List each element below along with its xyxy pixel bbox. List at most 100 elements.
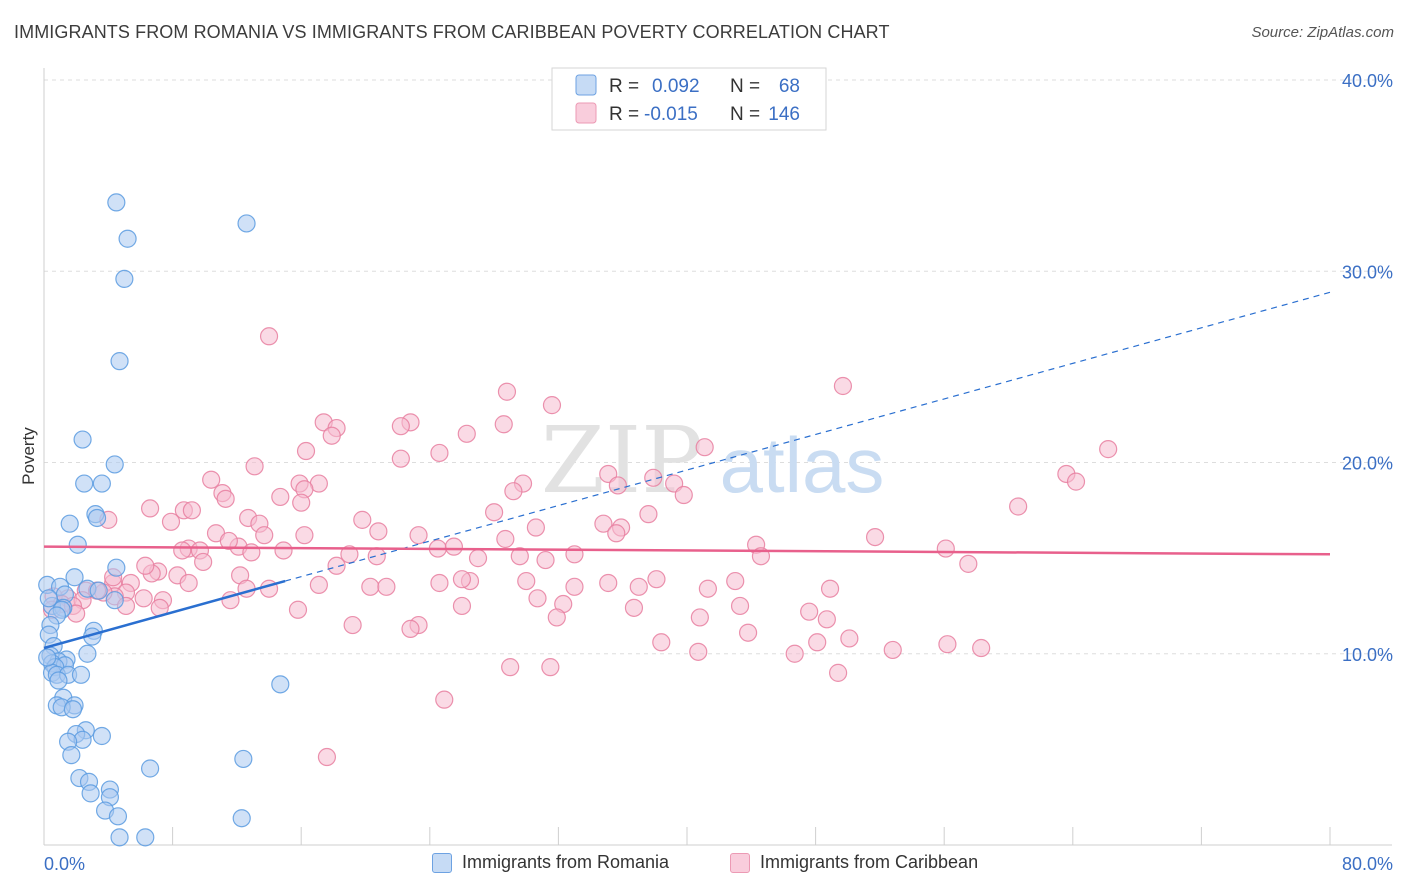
caribbean-point-137 — [435, 690, 454, 709]
legend-item-romania: Immigrants from Romania — [432, 852, 669, 873]
caribbean-point-143 — [219, 531, 238, 551]
y-tick-label-3: 40.0% — [1342, 71, 1393, 91]
legend-label-romania: Immigrants from Romania — [462, 852, 670, 872]
romania-point-55 — [140, 759, 160, 778]
caribbean-point-25 — [1066, 472, 1086, 491]
caribbean-point-124 — [401, 619, 420, 638]
tick-labels: 10.0% 20.0% 30.0% 40.0% 0.0% 80.0% — [44, 71, 1393, 874]
legend-r-value-caribbean: -0.015 — [644, 104, 698, 125]
caribbean-point-37 — [485, 503, 504, 522]
caribbean-point-127 — [652, 633, 671, 652]
legend-swatch-romania — [575, 74, 597, 96]
trend-lines — [43, 291, 1331, 650]
romania-point-18 — [89, 581, 108, 600]
caribbean-point-1 — [833, 376, 853, 396]
caribbean-point-113 — [800, 602, 819, 621]
caribbean-point-90 — [629, 577, 648, 596]
caribbean-point-131 — [972, 638, 991, 658]
caribbean-point-81 — [726, 571, 745, 591]
caribbean-point-18 — [202, 470, 221, 489]
caribbean-point-55 — [865, 527, 885, 547]
romania-point-1 — [118, 229, 137, 248]
caribbean-point-2 — [497, 382, 517, 401]
caribbean-point-30 — [216, 489, 235, 508]
caribbean-point-54 — [255, 526, 274, 545]
caribbean-point-136 — [829, 663, 848, 682]
x-tick-label-0: 0.0% — [44, 854, 85, 874]
caribbean-point-29 — [504, 482, 523, 501]
romania-point-41 — [49, 671, 68, 690]
caribbean-point-8 — [494, 415, 513, 434]
caribbean-point-61 — [274, 541, 293, 560]
caribbean-point-26 — [608, 476, 627, 495]
x-tick-label-1: 80.0% — [1342, 854, 1393, 874]
romania-point-0 — [107, 193, 126, 212]
caribbean-point-145 — [179, 573, 198, 593]
caribbean-point-130 — [883, 640, 902, 660]
caribbean-point-129 — [808, 633, 827, 652]
romania-point-5 — [73, 430, 92, 449]
caribbean-point-121 — [817, 610, 836, 629]
legend-swatch-romania-bottom — [432, 852, 452, 873]
legend-r-value-romania: 0.092 — [652, 76, 700, 97]
y-tick-label-2: 30.0% — [1342, 262, 1393, 282]
watermark: ZIP atlas — [541, 407, 884, 514]
romania-point-50 — [92, 726, 111, 746]
caribbean-point-62 — [444, 537, 464, 556]
romania-point-65 — [136, 828, 155, 847]
caribbean-point-16 — [245, 457, 264, 476]
caribbean-point-69 — [565, 545, 584, 564]
romania-point-62 — [108, 807, 128, 826]
caribbean-point-32 — [271, 487, 290, 507]
romania-point-30 — [78, 644, 97, 663]
romania-point-66 — [38, 648, 57, 667]
caribbean-point-40 — [639, 505, 658, 524]
caribbean-point-70 — [468, 549, 488, 568]
caribbean-point-89 — [309, 575, 328, 595]
caribbean-point-96 — [820, 579, 840, 598]
caribbean-point-94 — [377, 577, 396, 596]
caribbean-point-36 — [182, 501, 201, 520]
chart-title: IMMIGRANTS FROM ROMANIA VS IMMIGRANTS FR… — [14, 22, 890, 42]
romania-point-13 — [107, 558, 126, 577]
romania-point-10 — [87, 508, 107, 528]
legend-n-value-caribbean: 146 — [768, 104, 800, 125]
romania-point-42 — [271, 675, 290, 694]
caribbean-point-0 — [259, 327, 279, 346]
legend-bottom: Immigrants from Romania Immigrants from … — [0, 850, 1406, 880]
caribbean-point-63 — [242, 543, 261, 562]
caribbean-point-72 — [536, 550, 555, 570]
caribbean-point-122 — [343, 615, 362, 635]
caribbean-point-93 — [361, 577, 380, 596]
caribbean-point-49 — [607, 524, 626, 543]
trend-caribbean-solid — [43, 545, 1331, 556]
romania-point-2 — [115, 269, 134, 288]
caribbean-point-74 — [327, 556, 346, 575]
caribbean-point-12 — [1099, 440, 1118, 459]
romania-point-53 — [62, 746, 81, 765]
romania-point-64 — [110, 828, 129, 847]
caribbean-point-59 — [936, 539, 955, 558]
caribbean-point-46 — [161, 512, 181, 531]
legend-item-caribbean: Immigrants from Caribbean — [730, 852, 978, 873]
caribbean-point-73 — [959, 554, 978, 573]
legend-r-label-romania: R = — [609, 76, 639, 97]
caribbean-point-6 — [391, 417, 410, 436]
caribbean-point-38 — [1009, 497, 1028, 516]
axes — [43, 68, 1392, 846]
y-axis-label: Poverty — [19, 427, 38, 485]
source-label: Source: ZipAtlas.com — [1251, 24, 1394, 41]
legend-label-caribbean: Immigrants from Caribbean — [760, 852, 979, 872]
caribbean-point-11 — [695, 438, 714, 457]
romania-point-7 — [75, 474, 94, 493]
romania-point-20 — [105, 591, 124, 610]
caribbean-point-135 — [541, 658, 560, 677]
gridlines — [44, 79, 1395, 655]
romania-point-8 — [92, 474, 111, 493]
legend-n-value-romania: 68 — [779, 76, 800, 97]
caribbean-point-31 — [674, 485, 693, 505]
romania-point-63 — [232, 809, 251, 828]
series-romania-points — [38, 193, 290, 847]
caribbean-point-126 — [840, 629, 859, 648]
caribbean-point-10 — [457, 424, 476, 443]
